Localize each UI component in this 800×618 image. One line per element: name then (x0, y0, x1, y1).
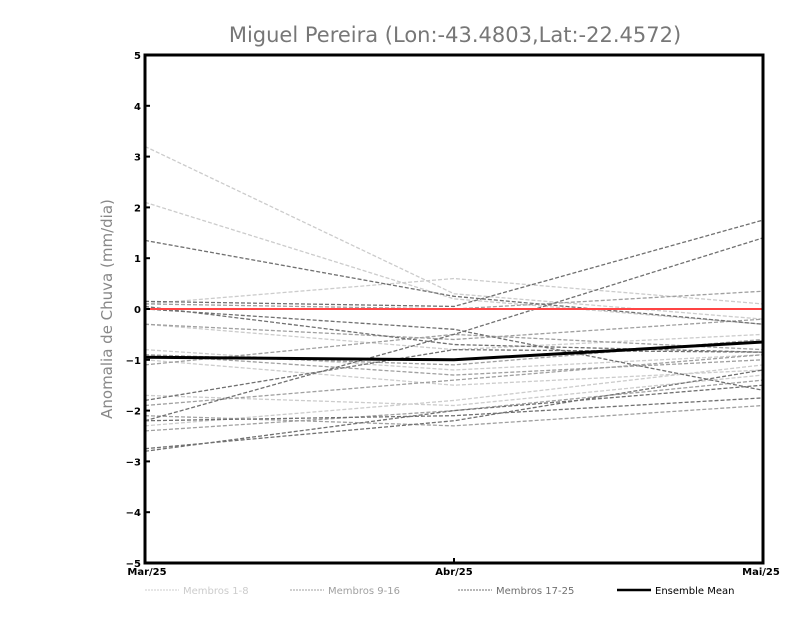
series-lines (144, 145, 764, 452)
y-tick-label: −3 (126, 457, 141, 468)
member-line-3-6 (144, 369, 764, 450)
y-tick-label: −2 (126, 407, 141, 418)
y-tick-label: −4 (126, 508, 141, 519)
y-tick-label: 4 (134, 102, 141, 113)
member-line-3-3 (144, 305, 764, 353)
member-line-2-4 (144, 379, 764, 432)
member-line-1-5 (144, 348, 764, 371)
member-line-1-2 (144, 201, 764, 325)
member-line-1-7 (144, 364, 764, 427)
member-line-1-3 (144, 277, 764, 305)
x-tick-label: Abr/25 (435, 567, 472, 578)
y-tick-label: 2 (134, 203, 141, 214)
member-line-2-8 (144, 354, 764, 376)
member-line-3-1 (144, 239, 764, 325)
member-line-3-8 (144, 397, 764, 422)
y-tick-label: 1 (134, 254, 141, 265)
x-tick-label: Mar/25 (127, 567, 166, 578)
legend-label: Ensemble Mean (655, 586, 734, 597)
member-line-1-6 (144, 374, 764, 407)
y-tick-label: 0 (134, 305, 141, 316)
member-line-3-7 (144, 384, 764, 452)
y-axis-label: Anomalia de Chuva (mm/dia) (98, 199, 116, 419)
member-line-3-9 (144, 308, 764, 391)
member-line-2-6 (144, 333, 764, 366)
member-line-3-2 (144, 219, 764, 308)
member-line-3-5 (144, 348, 764, 402)
y-tick-label: 3 (134, 153, 141, 164)
legend: Membros 1-8 Membros 9-16 Membros 17-25 Ense… (145, 586, 734, 597)
y-tick-label: 5 (134, 51, 141, 62)
chart-title: Miguel Pereira (Lon:-43.4803,Lat:-22.457… (229, 23, 681, 47)
member-line-1-8 (144, 359, 764, 386)
member-line-2-1 (144, 318, 764, 341)
member-line-3-4 (144, 237, 764, 422)
ensemble-mean-line (144, 340, 764, 362)
y-tick-label: −1 (126, 356, 141, 367)
y-tick-label: −5 (126, 559, 141, 570)
member-line-2-3 (144, 354, 764, 407)
legend-label: Membros 1-8 (183, 586, 249, 597)
legend-label: Membros 9-16 (328, 586, 400, 597)
member-line-1-1 (144, 145, 764, 320)
member-line-1-4 (144, 323, 764, 351)
legend-label: Membros 17-25 (496, 586, 574, 597)
x-tick-label: Mai/25 (742, 567, 780, 578)
